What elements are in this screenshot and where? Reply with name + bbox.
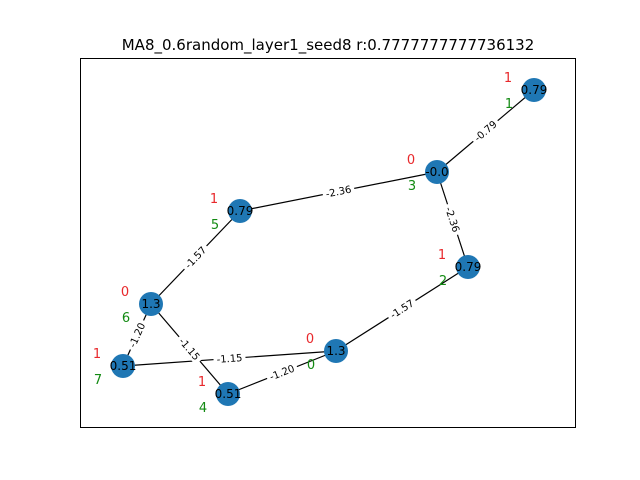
node-n5 bbox=[111, 354, 135, 378]
edge-label-n1-n3: -2.36 bbox=[442, 206, 460, 234]
edge-label-bg bbox=[264, 361, 300, 384]
node-top-tag-n3: 1 bbox=[438, 248, 446, 263]
edge-label-bg bbox=[180, 241, 211, 274]
node-top-tag-n0: 1 bbox=[504, 71, 512, 86]
node-label-n1: -0.0 bbox=[425, 165, 448, 179]
edge-label-bg bbox=[469, 116, 502, 146]
edge-label-bg bbox=[213, 351, 246, 366]
node-n0 bbox=[522, 78, 546, 102]
node-label-n2: 0.79 bbox=[227, 204, 254, 218]
node-n4 bbox=[139, 292, 163, 316]
edge-label-group-n3-n6: -1.57 bbox=[385, 295, 419, 323]
node-bottom-tag-n2: 5 bbox=[211, 218, 219, 233]
node-n1 bbox=[425, 160, 449, 184]
node-bottom-tag-n1: 3 bbox=[408, 179, 416, 194]
edge-label-group-n4-n7: -1.15 bbox=[174, 332, 205, 366]
node-bottom-tag-n6: 0 bbox=[307, 358, 315, 373]
edge-label-bg bbox=[174, 332, 205, 366]
node-label-n7: 0.51 bbox=[215, 387, 242, 401]
edge-label-group-n6-n7: -1.20 bbox=[264, 361, 300, 384]
figure-title: MA8_0.6random_layer1_seed8 r:0.777777777… bbox=[122, 36, 535, 55]
edge-label-bg bbox=[321, 182, 356, 201]
node-bottom-tag-n3: 2 bbox=[439, 274, 447, 289]
edge-label-n6-n7: -1.20 bbox=[268, 364, 296, 384]
node-top-tag-n5: 1 bbox=[93, 347, 101, 362]
node-n2 bbox=[228, 199, 252, 223]
node-label-n3: 0.79 bbox=[455, 260, 482, 274]
node-bottom-tag-n4: 6 bbox=[122, 311, 130, 326]
edge-label-group-n1-n3: -2.36 bbox=[441, 202, 464, 237]
node-label-n6: 1.3 bbox=[326, 344, 345, 358]
edge-label-group-n0-n1: -0.79 bbox=[469, 116, 502, 146]
node-bottom-tag-n7: 4 bbox=[199, 401, 207, 416]
edge-label-n1-n2: -2.36 bbox=[325, 185, 353, 201]
edge-label-group-n5-n6: -1.15 bbox=[213, 351, 246, 366]
edge-label-group-n2-n4: -1.57 bbox=[180, 241, 211, 274]
node-top-tag-n6: 0 bbox=[306, 332, 314, 347]
node-n3 bbox=[456, 255, 480, 279]
edge-label-bg bbox=[441, 202, 464, 237]
node-bottom-tag-n5: 7 bbox=[94, 373, 102, 388]
node-label-n5: 0.51 bbox=[110, 359, 137, 373]
node-top-tag-n4: 0 bbox=[121, 285, 129, 300]
node-top-tag-n1: 0 bbox=[407, 153, 415, 168]
edge-label-bg bbox=[124, 317, 150, 353]
plot-frame bbox=[80, 58, 576, 428]
node-n7 bbox=[216, 382, 240, 406]
node-top-tag-n2: 1 bbox=[210, 192, 218, 207]
tags-layer: 1 1 0 3 1 5 1 2 0 6 1 7 0 0 1 4 bbox=[93, 71, 513, 416]
nodes-layer: 0.79 -0.0 0.79 0.79 1.3 0.51 1.3 0.51 bbox=[110, 78, 548, 406]
node-label-n0: 0.79 bbox=[521, 83, 548, 97]
edge-label-group-n1-n2: -2.36 bbox=[321, 182, 356, 201]
node-bottom-tag-n0: 1 bbox=[505, 97, 513, 112]
node-n6 bbox=[324, 339, 348, 363]
edge-label-bg bbox=[385, 295, 419, 323]
edge-label-n5-n6: -1.15 bbox=[216, 353, 243, 366]
node-top-tag-n7: 1 bbox=[198, 375, 206, 390]
node-label-n4: 1.3 bbox=[141, 297, 160, 311]
